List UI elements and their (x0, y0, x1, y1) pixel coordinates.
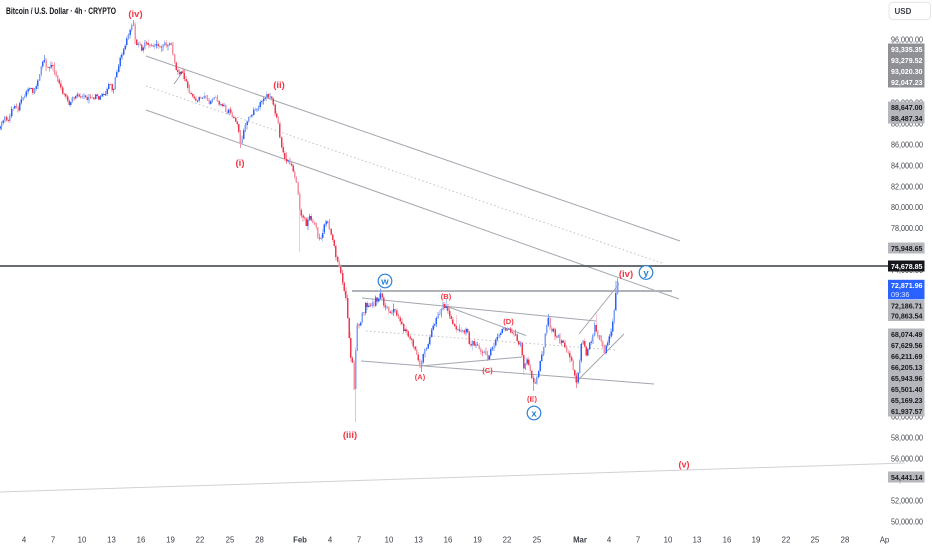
svg-text:78,000.00: 78,000.00 (891, 224, 924, 233)
svg-text:4: 4 (328, 536, 333, 545)
svg-text:28: 28 (841, 536, 850, 545)
svg-text:80,000.00: 80,000.00 (891, 203, 924, 212)
svg-text:54,441.14: 54,441.14 (891, 473, 923, 482)
svg-text:88,487.34: 88,487.34 (891, 114, 923, 123)
svg-text:25: 25 (811, 536, 820, 545)
svg-text:93,335.35: 93,335.35 (891, 45, 923, 54)
svg-text:25: 25 (226, 536, 235, 545)
svg-text:22: 22 (782, 536, 791, 545)
svg-text:75,948.65: 75,948.65 (891, 244, 923, 253)
svg-text:(D): (D) (503, 317, 514, 326)
svg-text:10: 10 (664, 536, 673, 545)
svg-text:82,000.00: 82,000.00 (891, 182, 924, 191)
svg-text:4: 4 (607, 536, 612, 545)
svg-text:(C): (C) (482, 366, 493, 375)
svg-text:68,074.49: 68,074.49 (891, 330, 923, 339)
svg-text:19: 19 (473, 536, 482, 545)
svg-text:58,000.00: 58,000.00 (891, 434, 924, 443)
svg-text:66,211.69: 66,211.69 (891, 352, 923, 361)
svg-text:50,000.00: 50,000.00 (891, 517, 924, 526)
svg-text:92,047.23: 92,047.23 (891, 78, 923, 87)
svg-text:96,000.00: 96,000.00 (891, 36, 924, 45)
svg-text:65,169.23: 65,169.23 (891, 396, 923, 405)
svg-text:16: 16 (723, 536, 732, 545)
svg-text:52,000.00: 52,000.00 (891, 496, 924, 505)
svg-text:7: 7 (636, 536, 640, 545)
svg-text:13: 13 (693, 536, 702, 545)
svg-text:86,000.00: 86,000.00 (891, 140, 924, 149)
svg-text:22: 22 (503, 536, 512, 545)
svg-text:22: 22 (196, 536, 205, 545)
svg-text:65,501.40: 65,501.40 (891, 385, 923, 394)
svg-text:(v): (v) (679, 460, 690, 470)
svg-text:70,863.54: 70,863.54 (891, 311, 923, 320)
svg-text:61,937.57: 61,937.57 (891, 407, 923, 416)
svg-text:93,279.52: 93,279.52 (891, 56, 923, 65)
svg-text:Mar: Mar (573, 536, 587, 545)
svg-text:w: w (380, 276, 389, 287)
svg-text:72,186.71: 72,186.71 (891, 301, 923, 310)
svg-text:13: 13 (414, 536, 423, 545)
svg-text:16: 16 (137, 536, 146, 545)
svg-text:09:36: 09:36 (891, 290, 910, 299)
svg-text:74,678.85: 74,678.85 (891, 262, 923, 271)
svg-text:x: x (531, 408, 537, 419)
svg-text:84,000.00: 84,000.00 (891, 161, 924, 170)
svg-text:88,000.00: 88,000.00 (891, 120, 924, 129)
svg-text:88,647.00: 88,647.00 (891, 103, 923, 112)
svg-text:7: 7 (51, 536, 55, 545)
svg-text:(iv): (iv) (128, 9, 142, 20)
svg-text:Bitcoin / U.S. Dollar · 4h · C: Bitcoin / U.S. Dollar · 4h · CRYPTO (6, 6, 116, 16)
svg-text:(A): (A) (415, 373, 426, 382)
svg-text:67,629.56: 67,629.56 (891, 341, 923, 350)
svg-text:28: 28 (255, 536, 264, 545)
svg-text:19: 19 (752, 536, 761, 545)
svg-text:4: 4 (22, 536, 27, 545)
svg-text:16: 16 (444, 536, 453, 545)
svg-text:13: 13 (107, 536, 116, 545)
svg-text:Ap: Ap (880, 536, 890, 545)
svg-text:65,943.96: 65,943.96 (891, 374, 923, 383)
svg-text:7: 7 (357, 536, 361, 545)
svg-text:y: y (643, 268, 649, 279)
svg-text:66,205.13: 66,205.13 (891, 363, 923, 372)
svg-text:(iii): (iii) (343, 430, 357, 441)
svg-text:56,000.00: 56,000.00 (891, 455, 924, 464)
svg-text:10: 10 (385, 536, 394, 545)
svg-text:60,000.00: 60,000.00 (891, 413, 924, 422)
svg-text:93,020.30: 93,020.30 (891, 67, 923, 76)
svg-text:(i): (i) (236, 158, 245, 169)
svg-text:25: 25 (533, 536, 542, 545)
svg-text:19: 19 (166, 536, 175, 545)
svg-text:(iv): (iv) (619, 269, 633, 280)
svg-text:(E): (E) (527, 395, 538, 404)
svg-text:10: 10 (78, 536, 87, 545)
svg-text:72,871.96: 72,871.96 (891, 281, 923, 290)
svg-text:(ii): (ii) (273, 80, 285, 91)
svg-text:(B): (B) (441, 292, 452, 301)
svg-text:USD: USD (895, 7, 912, 16)
svg-text:Feb: Feb (293, 536, 307, 545)
